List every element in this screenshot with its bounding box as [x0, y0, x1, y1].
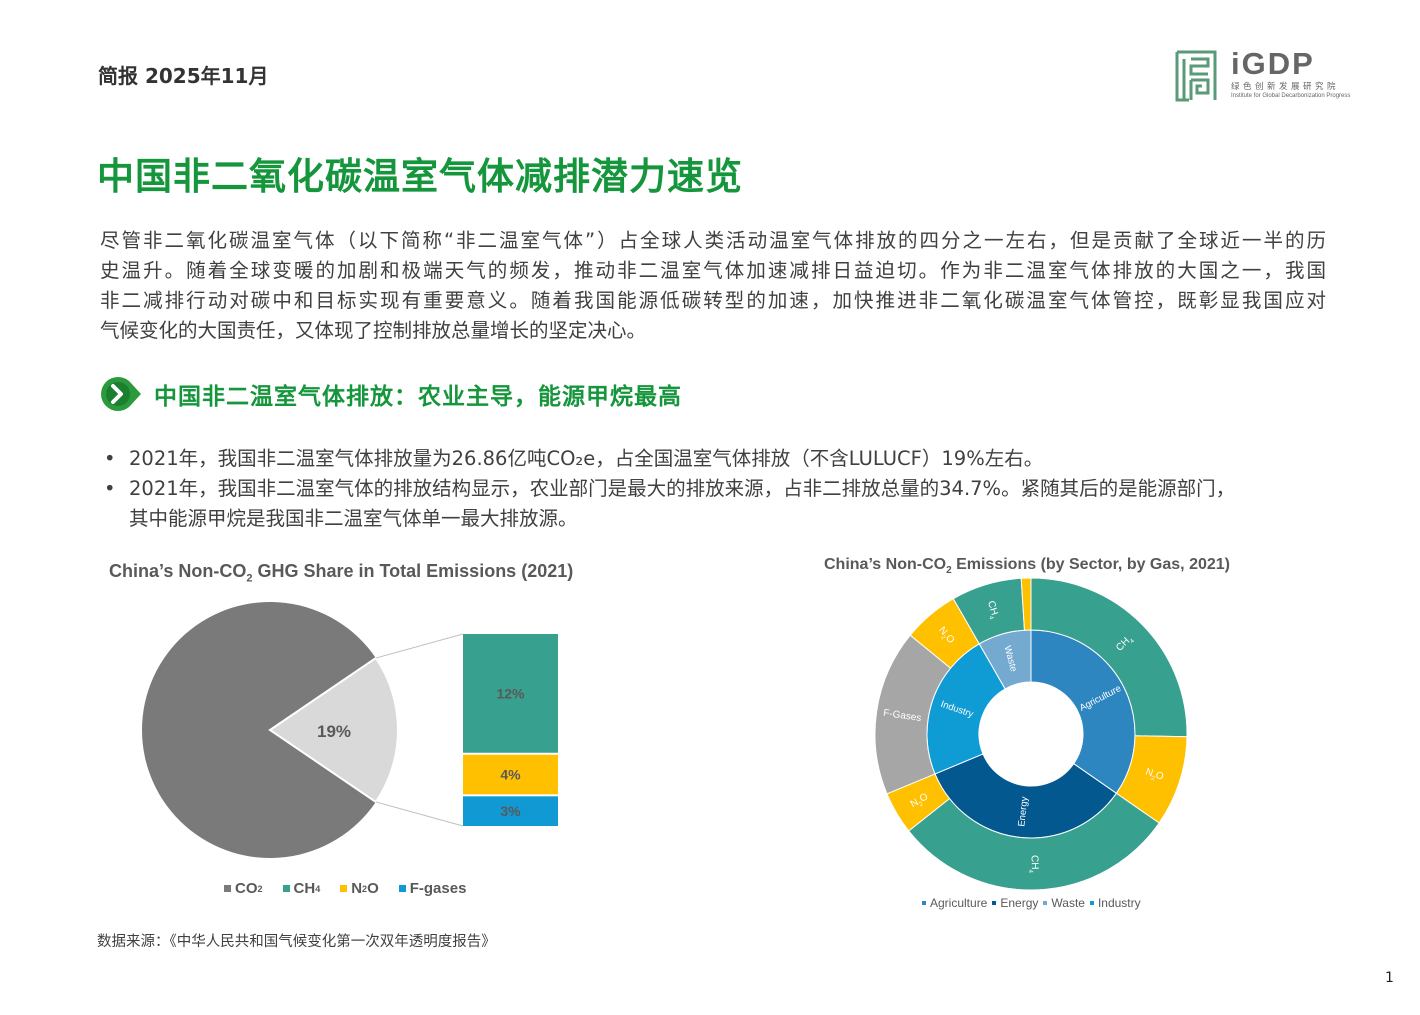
legend-swatch	[282, 885, 290, 892]
legend-item-industry: Industry	[1089, 896, 1141, 910]
gas-energy-ch4	[908, 792, 1160, 891]
gas-label-industry-fgases: F-Gases	[882, 708, 922, 724]
bar-segment-ch	[463, 634, 558, 753]
title-subscript: 2	[246, 572, 253, 585]
bar-segment-label: 3%	[500, 803, 521, 819]
igdp-emblem-icon	[1175, 50, 1217, 102]
legend-swatch	[398, 885, 406, 892]
legend-item-energy: Energy	[992, 896, 1038, 910]
logo-wordmark: iGDP	[1231, 46, 1315, 81]
title-text: China’s Non-CO	[109, 561, 247, 581]
intro-line: 尽管非二氧化碳温室气体（以下简称“非二温室气体”）占全球人类活动温室气体排放的四…	[100, 229, 1326, 252]
title-subscript: 2	[946, 565, 952, 577]
legend-label: O	[367, 880, 379, 897]
bullet-item: • 2021年，我国非二温室气体排放量为26.86亿吨CO₂e，占全国温室气体排放…	[104, 444, 1334, 474]
logo-chinese-name: 绿色创新发展研究院	[1231, 82, 1340, 92]
page-title: 中国非二氧化碳温室气体减排潜力速览	[97, 155, 743, 198]
title-text: China’s Non-CO	[824, 556, 947, 573]
gas-label-waste-ch4: CH4	[983, 600, 1001, 621]
gas-label-agriculture-n2o: N2O	[1143, 767, 1165, 785]
legend-swatch	[340, 885, 348, 892]
bullet-text: 2021年，我国非二温室气体排放量为26.86亿吨CO₂e，占全国温室气体排放（…	[129, 447, 1044, 470]
legend-swatch	[922, 901, 926, 905]
legend-label: N	[351, 880, 363, 897]
bullet-text-continued: 其中能源甲烷是我国非二温室气体单一最大排放源。	[129, 507, 578, 530]
label-subscript: 2	[1150, 776, 1156, 783]
intro-line: 气候变化的大国责任，又体现了控制排放总量增长的坚定决心。	[100, 319, 647, 342]
legend-swatch	[992, 901, 997, 905]
legend-item-ch4: CH 4	[282, 880, 321, 897]
bullet-list: • 2021年，我国非二温室气体排放量为26.86亿吨CO₂e，占全国温室气体排放…	[104, 444, 1334, 534]
legend-label: CO	[235, 880, 258, 897]
bullet-text: 2021年，我国非二温室气体的排放结构显示，农业部门是最大的排放来源，占非二排放…	[129, 477, 1236, 500]
bullet-dot: •	[104, 447, 116, 470]
label-text: O	[1154, 770, 1165, 783]
title-text: GHG Share in Total Emissions (2021)	[252, 561, 574, 581]
label-subscript: 4	[987, 615, 994, 621]
legend-label: Waste	[1051, 896, 1085, 910]
label-text: F-Gases	[882, 708, 922, 724]
igdp-logo: iGDP 绿色创新发展研究院 Institute for Global Deca…	[1175, 46, 1360, 105]
label-text: N	[1144, 767, 1154, 780]
intro-line: 非二减排行动对碳中和目标实现有重要意义。随着我国能源低碳转型的加速，加快推进非二…	[100, 289, 1326, 312]
bar-segment-fgases	[463, 796, 558, 826]
legend-swatch	[224, 885, 231, 892]
label-text: CH	[1028, 855, 1039, 870]
legend-swatch	[1089, 901, 1094, 905]
legend-item-fgases: F-gases	[398, 880, 467, 897]
label-subscript: 2	[918, 801, 924, 808]
logo-english-name: Institute for Global Decarbonization Pro…	[1231, 93, 1351, 99]
gas-waste-n2o	[1020, 577, 1032, 631]
bullet-dot: •	[104, 477, 116, 500]
section-heading: 中国非二温室气体排放：农业主导，能源甲烷最高	[100, 376, 682, 412]
pie-slice-co2	[141, 602, 376, 858]
legend-label: Agriculture	[930, 896, 988, 910]
legend-label: Energy	[1000, 896, 1039, 910]
data-source-note: 数据来源：《中华人民共和国气候变化第一次双年透明度报告》	[97, 934, 496, 950]
label-subscript: 4	[1129, 638, 1136, 645]
legend-item-agriculture: Agriculture	[922, 896, 987, 910]
sunburst-legend: Agriculture Energy Waste Industry	[922, 896, 1141, 910]
legend-label: F-gases	[409, 880, 467, 897]
legend-sub: 2	[257, 883, 263, 894]
title-text: Emissions (by Sector, by Gas, 2021)	[951, 556, 1230, 573]
pie-slice-non-co2	[268, 656, 399, 804]
sunburst-chart-title: China’s Non-CO2 Emissions (by Sector, by…	[824, 556, 1230, 576]
pie-slice-label: 19%	[317, 722, 351, 741]
connector-line-top	[375, 633, 464, 659]
legend-sub: 2	[362, 883, 368, 894]
bar-segment-label: 12%	[496, 685, 525, 701]
intro-paragraph: 尽管非二氧化碳温室气体（以下简称“非二温室气体”）占全球人类活动温室气体排放的四…	[100, 226, 1326, 346]
label-text: N	[909, 797, 921, 810]
label-text: Energy	[1016, 796, 1030, 827]
chevron-right-circle-icon	[101, 377, 141, 411]
legend-label: CH	[293, 880, 316, 897]
bar-segment-no	[463, 754, 558, 795]
legend-sub: 4	[315, 883, 321, 894]
report-date-label: 简报 2025年11月	[98, 64, 269, 88]
legend-swatch	[1043, 901, 1048, 905]
legend-item-waste: Waste	[1043, 896, 1085, 910]
sector-label-energy: Energy	[1016, 796, 1030, 827]
bar-segment-label: 4%	[500, 767, 521, 783]
bullet-item: • 2021年，我国非二温室气体的排放结构显示，农业部门是最大的排放来源，占非二排…	[104, 474, 1334, 504]
intro-line: 史温升。随着全球变暖的加剧和极端天气的频发，推动非二温室气体加速减排日益迫切。作…	[100, 259, 1326, 282]
label-subscript: 2	[939, 635, 946, 642]
pie-chart-title: China’s Non-CO2 GHG Share in Total Emiss…	[109, 561, 573, 585]
gas-label-energy-ch4: CH4	[1026, 855, 1040, 874]
legend-item-co2: CO 2	[224, 880, 263, 897]
section-title: 中国非二温室气体排放：农业主导，能源甲烷最高	[154, 384, 682, 410]
connector-line-bottom	[375, 801, 464, 827]
page-number: 1	[1385, 970, 1394, 986]
label-subscript: 4	[1027, 870, 1033, 874]
legend-label: Industry	[1097, 896, 1141, 910]
label-text: CH	[985, 600, 1000, 617]
